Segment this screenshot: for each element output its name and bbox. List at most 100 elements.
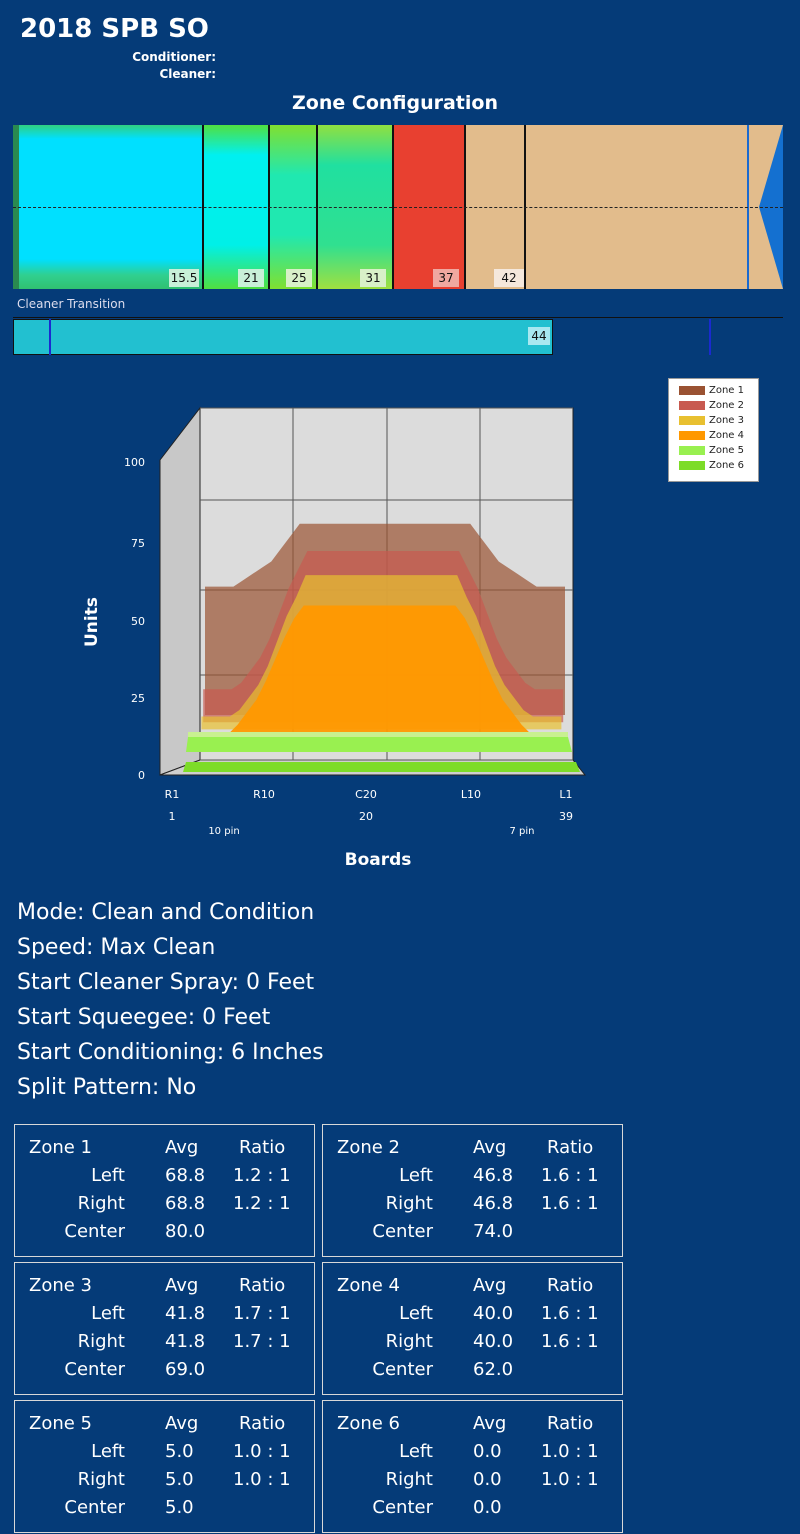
avg-header: Avg [473,1413,507,1434]
left-avg: 68.8 [165,1165,206,1186]
ratio-header: Ratio [239,1275,286,1296]
avg-header: Avg [473,1137,507,1158]
center-avg: 69.0 [165,1359,206,1380]
zone-name: Zone 2 [337,1137,400,1158]
right-label: Right [385,1469,433,1490]
center-avg: 0.0 [473,1497,502,1518]
zone-summary-panel: Zone 5 Avg Ratio Left 5.0 1.0 : 1 Right 5.0 1.0 … [14,1400,315,1533]
zone-name: Zone 3 [29,1275,92,1296]
right-ratio: 1.0 : 1 [541,1469,599,1490]
left-ratio: 1.2 : 1 [233,1165,291,1186]
transition-end-marker [709,319,711,355]
center-label: Center [64,1497,125,1518]
center-avg: 74.0 [473,1221,514,1242]
y-tick-label: 25 [131,692,145,705]
x-tick-label: C20 [355,788,377,801]
legend-item: Zone 3 [679,414,744,426]
ratio-header: Ratio [547,1137,594,1158]
cleaner-transition-value: 44 [528,327,550,345]
cleaner-transition-fill [13,319,553,355]
center-label: Center [372,1359,433,1380]
center-avg: 80.0 [165,1221,206,1242]
zone-marker-6: 42 [494,269,524,287]
series-band-5-top [188,732,568,737]
left-ratio: 1.6 : 1 [541,1165,599,1186]
x-board-number: 39 [559,810,573,823]
transition-start-marker [49,319,51,355]
right-avg: 68.8 [165,1193,206,1214]
series-band-5 [186,737,572,752]
legend-label: Zone 4 [709,429,744,441]
center-label: Center [372,1221,433,1242]
y-tick-label: 100 [124,456,145,469]
right-label: Right [385,1193,433,1214]
legend-label: Zone 3 [709,414,744,426]
right-ratio: 1.6 : 1 [541,1331,599,1352]
seven-pin-label: 7 pin [509,826,534,837]
right-label: Right [77,1331,125,1352]
ratio-header: Ratio [239,1413,286,1434]
center-label: Center [64,1359,125,1380]
legend-swatch [679,445,705,455]
y-tick-label: 50 [131,615,145,628]
zone-marker-3: 25 [286,269,312,287]
x-axis-label: Boards [345,850,412,870]
legend-item: Zone 5 [679,444,744,456]
start-conditioning-setting: Start Conditioning: 6 Inches [17,1040,324,1065]
oil-pattern-chart: 0 25 50 75 100 R1 R10 C20 L10 L1 1 20 39 10 pin 7 pin… [82,406,587,870]
series-area-4 [199,605,560,737]
chart-floor-bands [183,732,580,772]
left-ratio: 1.6 : 1 [541,1303,599,1324]
right-ratio: 1.0 : 1 [233,1469,291,1490]
ratio-header: Ratio [239,1137,286,1158]
zone-name: Zone 6 [337,1413,400,1434]
left-label: Left [91,1441,125,1462]
zone-summary-panel: Zone 3 Avg Ratio Left 41.8 1.7 : 1 Right 41.8 1.… [14,1262,315,1395]
legend-label: Zone 1 [709,384,744,396]
left-avg: 46.8 [473,1165,514,1186]
zone-summary-panel: Zone 6 Avg Ratio Left 0.0 1.0 : 1 Right 0.0 1.0 … [322,1400,623,1533]
split-pattern-setting: Split Pattern: No [17,1075,197,1100]
zone-marker-4: 31 [360,269,386,287]
zone-name: Zone 5 [29,1413,92,1434]
left-ratio: 1.0 : 1 [233,1441,291,1462]
ratio-header: Ratio [547,1275,594,1296]
right-avg: 41.8 [165,1331,206,1352]
speed-setting: Speed: Max Clean [17,935,216,960]
lane-zone-configuration: 15.5 21 25 31 37 42 [13,125,783,289]
avg-header: Avg [473,1275,507,1296]
ten-pin-label: 10 pin [208,826,239,837]
cleaner-label: Cleaner: [159,67,216,81]
left-label: Left [91,1165,125,1186]
start-cleaner-spray-setting: Start Cleaner Spray: 0 Feet [17,970,315,995]
left-ratio: 1.7 : 1 [233,1303,291,1324]
center-avg: 62.0 [473,1359,514,1380]
right-label: Right [77,1469,125,1490]
zone-summary-panel: Zone 1 Avg Ratio Left 68.8 1.2 : 1 Right 68.8 1.… [14,1124,315,1257]
center-avg: 5.0 [165,1497,194,1518]
right-ratio: 1.2 : 1 [233,1193,291,1214]
legend-swatch [679,400,705,410]
legend-item: Zone 2 [679,399,744,411]
zone-summary-panel: Zone 2 Avg Ratio Left 46.8 1.6 : 1 Right 46.8 1.… [322,1124,623,1257]
center-label: Center [64,1221,125,1242]
mode-setting: Mode: Clean and Condition [17,900,315,925]
left-label: Left [399,1303,433,1324]
center-label: Center [372,1497,433,1518]
page-title: 2018 SPB SO [20,14,209,44]
x-tick-label: R1 [165,788,180,801]
conditioner-label: Conditioner: [132,50,216,64]
left-avg: 40.0 [473,1303,514,1324]
cleaner-transition-label: Cleaner Transition [17,297,126,311]
left-label: Left [399,1441,433,1462]
left-label: Left [91,1303,125,1324]
zone-marker-5: 37 [433,269,459,287]
left-avg: 41.8 [165,1303,206,1324]
legend-swatch [679,415,705,425]
legend-label: Zone 2 [709,399,744,411]
avg-header: Avg [165,1275,199,1296]
series-band-6 [183,762,580,772]
zone-summary-panel: Zone 4 Avg Ratio Left 40.0 1.6 : 1 Right 40.0 1.… [322,1262,623,1395]
right-ratio: 1.6 : 1 [541,1193,599,1214]
chart-series-layer [199,523,565,737]
